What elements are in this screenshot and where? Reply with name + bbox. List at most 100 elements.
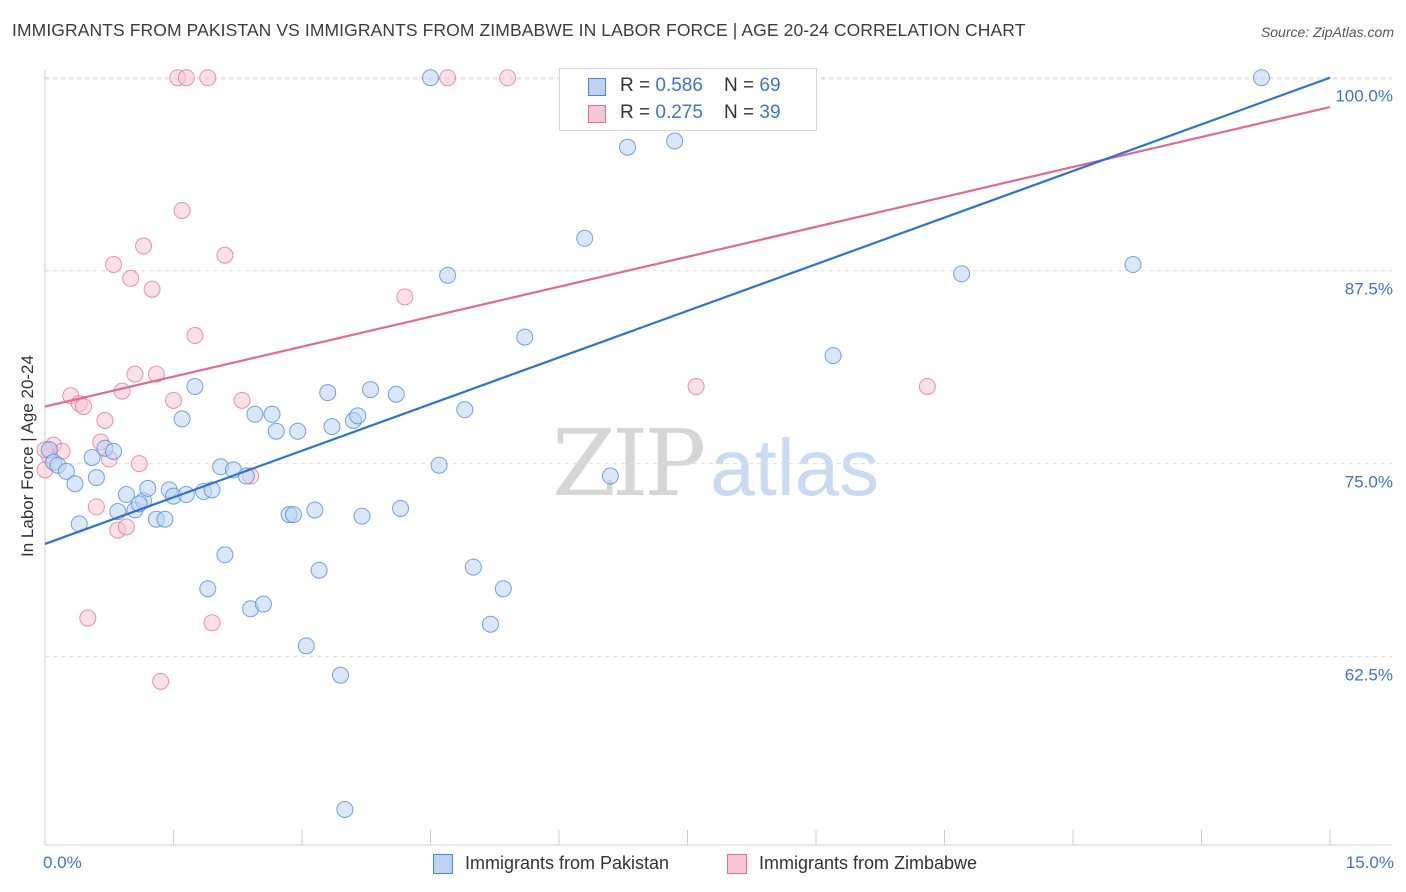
pakistan-point[interactable] <box>105 442 123 460</box>
zimbabwe-point[interactable] <box>87 498 105 516</box>
pakistan-point[interactable] <box>456 401 474 419</box>
pakistan-point[interactable] <box>481 615 499 633</box>
x-tick-label-max: 15.0% <box>1345 853 1394 872</box>
n-label: N = <box>724 102 760 123</box>
y-tick-label: 75.0% <box>1345 473 1393 492</box>
pakistan-point[interactable] <box>246 405 264 423</box>
grid-lines <box>45 77 1392 658</box>
axes <box>44 70 1392 846</box>
pakistan-point[interactable] <box>619 138 637 156</box>
pakistan-point[interactable] <box>263 405 281 423</box>
pakistan-point[interactable] <box>216 546 234 564</box>
zimbabwe-point[interactable] <box>233 391 251 409</box>
n-value: 69 <box>759 75 781 96</box>
pakistan-point[interactable] <box>516 328 534 346</box>
pakistan-point[interactable] <box>422 69 439 87</box>
zimbabwe-point[interactable] <box>173 201 191 219</box>
pakistan-point[interactable] <box>117 486 135 504</box>
pakistan-point[interactable] <box>1252 69 1270 87</box>
pakistan-point[interactable] <box>666 132 684 150</box>
pakistan-point[interactable] <box>319 384 337 402</box>
pakistan-point[interactable] <box>173 410 191 428</box>
pakistan-point[interactable] <box>353 507 371 525</box>
zimbabwe-point[interactable] <box>499 69 517 87</box>
zimbabwe-point[interactable] <box>122 269 140 287</box>
zimbabwe-point[interactable] <box>396 288 414 306</box>
zimbabwe-point[interactable] <box>216 246 234 264</box>
pakistan-point[interactable] <box>349 407 367 425</box>
pakistan-point[interactable] <box>362 381 380 399</box>
zimbabwe-trend-line <box>44 105 1331 408</box>
pakistan-point[interactable] <box>57 462 75 480</box>
pakistan-point[interactable] <box>323 418 341 436</box>
pakistan-point[interactable] <box>186 377 204 395</box>
zimbabwe-point[interactable] <box>130 455 148 473</box>
zimbabwe-point[interactable] <box>199 69 217 87</box>
pakistan-point[interactable] <box>310 561 328 579</box>
r-value: 0.586 <box>655 75 703 96</box>
pakistan-point[interactable] <box>306 501 324 519</box>
pakistan-point[interactable] <box>254 595 272 613</box>
zimbabwe-point[interactable] <box>439 69 457 87</box>
zimbabwe-point[interactable] <box>126 365 144 383</box>
pakistan-point[interactable] <box>439 266 457 284</box>
x-tick-label-min: 0.0% <box>43 853 82 872</box>
pakistan-point[interactable] <box>387 385 405 403</box>
n-label: N = <box>724 75 760 96</box>
y-tick-label: 100.0% <box>1335 87 1393 106</box>
series-legend: Immigrants from Pakistan Immigrants from… <box>0 852 1406 878</box>
pakistan-point[interactable] <box>199 580 217 598</box>
legend-label-zimbabwe: Immigrants from Zimbabwe <box>759 853 978 873</box>
zimbabwe-point[interactable] <box>117 518 135 536</box>
pakistan-point[interactable] <box>1124 256 1142 274</box>
pakistan-point[interactable] <box>392 499 410 517</box>
pakistan-trend-line <box>44 76 1331 545</box>
zimbabwe-point[interactable] <box>143 280 161 298</box>
pakistan-point[interactable] <box>430 456 448 474</box>
pakistan-point[interactable] <box>139 479 157 497</box>
zimbabwe-point[interactable] <box>186 327 204 345</box>
y-tick-labels: 62.5% 75.0% 87.5% 100.0% <box>1335 87 1393 685</box>
r-label: R = <box>620 75 656 96</box>
pakistan-point[interactable] <box>576 229 594 247</box>
zimbabwe-point[interactable] <box>152 672 170 690</box>
source-label: Source: ZipAtlas.com <box>1260 24 1394 40</box>
zimbabwe-point[interactable] <box>113 382 131 400</box>
pakistan-point[interactable] <box>494 580 512 598</box>
r-value: 0.275 <box>655 102 703 123</box>
pakistan-point[interactable] <box>284 506 302 524</box>
zimbabwe-point[interactable] <box>165 391 182 409</box>
chart-title: IMMIGRANTS FROM PAKISTAN VS IMMIGRANTS F… <box>12 20 1026 40</box>
pakistan-point[interactable] <box>87 469 105 487</box>
zimbabwe-point[interactable] <box>79 609 97 627</box>
zimbabwe-point[interactable] <box>918 377 936 395</box>
zimbabwe-point[interactable] <box>135 237 153 255</box>
zimbabwe-point[interactable] <box>147 365 165 383</box>
zimbabwe-point[interactable] <box>177 69 195 87</box>
pakistan-point[interactable] <box>66 475 84 493</box>
pakistan-swatch <box>588 78 606 96</box>
zimbabwe-point[interactable] <box>687 377 705 395</box>
correlation-legend: R = 0.586 N = 69 R = 0.275 N = 39 <box>559 68 817 131</box>
r-label: R = <box>620 102 656 123</box>
pakistan-point[interactable] <box>156 510 174 528</box>
pakistan-point[interactable] <box>267 422 285 440</box>
zimbabwe-point[interactable] <box>203 614 221 632</box>
y-tick-label: 87.5% <box>1345 280 1393 299</box>
pakistan-point[interactable] <box>336 800 354 818</box>
pakistan-point[interactable] <box>332 666 350 684</box>
pakistan-point[interactable] <box>824 347 842 365</box>
pakistan-point[interactable] <box>289 422 307 440</box>
pakistan-point[interactable] <box>601 467 619 485</box>
pakistan-point[interactable] <box>297 637 315 655</box>
pakistan-point[interactable] <box>464 558 482 576</box>
zimbabwe-swatch <box>727 854 747 874</box>
watermark-atlas: atlas <box>710 423 880 512</box>
trend-lines <box>44 76 1331 545</box>
zimbabwe-point[interactable] <box>96 411 114 429</box>
zimbabwe-point[interactable] <box>105 256 123 274</box>
zimbabwe-point[interactable] <box>75 398 93 416</box>
pakistan-point[interactable] <box>953 265 971 283</box>
pakistan-point[interactable] <box>83 449 101 466</box>
